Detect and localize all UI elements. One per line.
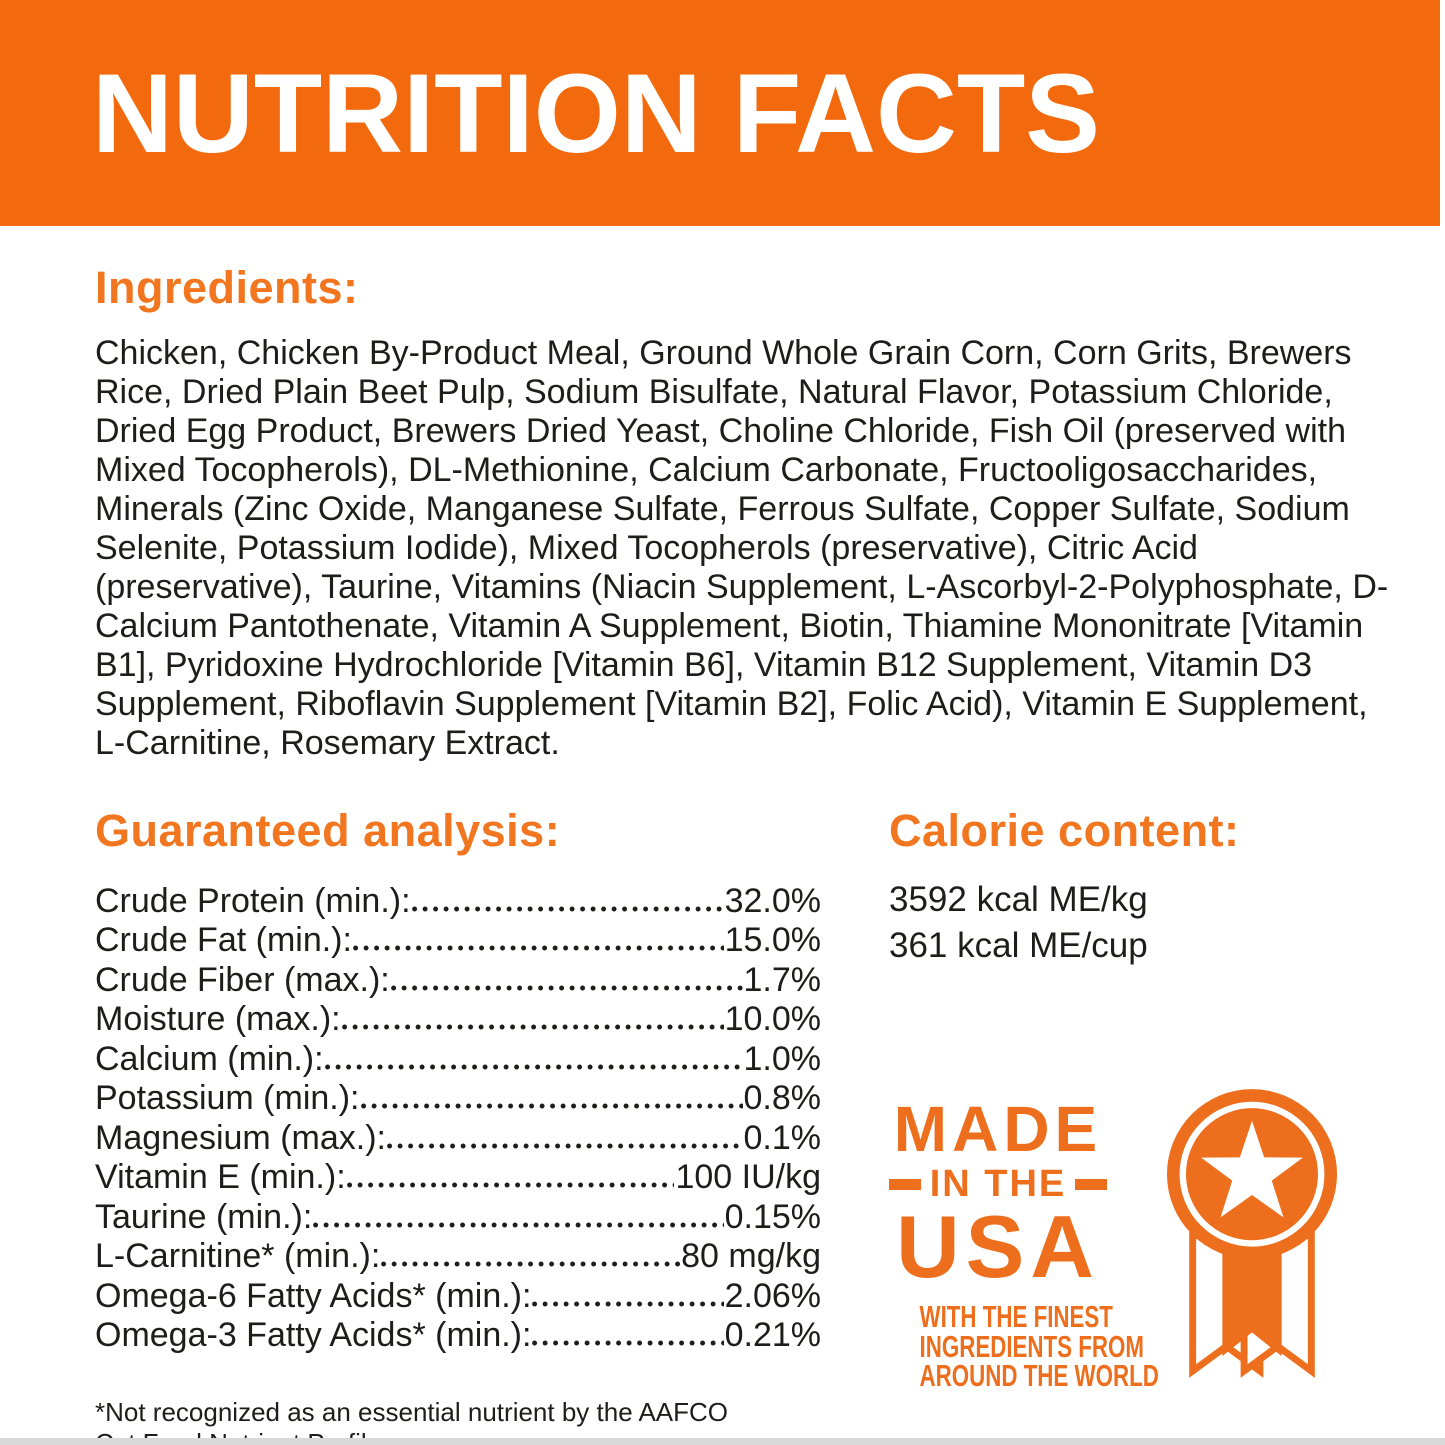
dot-leader <box>390 984 743 991</box>
nutrient-label: Taurine (min.): <box>95 1197 313 1236</box>
nutrient-label: Moisture (max.): <box>95 1000 341 1038</box>
dot-leader <box>386 1142 743 1149</box>
page-title: NUTRITION FACTS <box>92 50 1100 176</box>
dot-leader <box>360 1103 743 1109</box>
right-column: Calorie content: 3592 kcal ME/kg 361 kca… <box>889 805 1390 1445</box>
nutrient-value: 32.0% <box>724 881 821 920</box>
table-row: Calcium (min.): 1.0% <box>95 1039 821 1079</box>
nutrient-value: 1.0% <box>743 1039 822 1078</box>
award-ribbon-star-icon <box>1166 1089 1338 1378</box>
calorie-content-values: 3592 kcal ME/kg 361 kcal ME/cup <box>889 877 1390 969</box>
dot-leader <box>346 1182 675 1188</box>
table-row: Omega-6 Fatty Acids* (min.): 2.06% <box>95 1276 821 1316</box>
badge-tagline: WITH THE FINEST INGREDIENTS FROM AROUND … <box>889 1299 1159 1393</box>
table-row: Crude Fiber (max.): 1.7% <box>95 960 821 1000</box>
nutrient-label: Crude Fat (min.): <box>95 921 352 959</box>
calorie-value-line: 3592 kcal ME/kg <box>889 880 1148 919</box>
table-row: Crude Protein (min.): 32.0% <box>95 881 821 921</box>
label-content: Ingredients: Chicken, Chicken By-Product… <box>0 262 1445 1445</box>
guaranteed-analysis-table: Crude Protein (min.): 32.0% Crude Fat (m… <box>95 881 821 1355</box>
nutrient-label: Crude Fiber (max.): <box>95 960 390 999</box>
made-line: MADE <box>893 1093 1103 1165</box>
nutrient-value: 0.1% <box>743 1118 822 1157</box>
in-the-line: IN THE <box>889 1163 1107 1206</box>
made-in-usa-text: MADE IN THE USA WITH THE FINEST INGREDIE… <box>889 1093 1159 1393</box>
nutrient-value: 80 mg/kg <box>681 1237 821 1275</box>
nutrient-value: 10.0% <box>724 1000 821 1038</box>
dot-leader <box>532 1340 724 1346</box>
ingredients-heading: Ingredients: <box>95 262 359 313</box>
tagline-line: INGREDIENTS FROM <box>919 1328 1144 1364</box>
table-row: Vitamin E (min.): 100 IU/kg <box>95 1158 821 1198</box>
table-row: Taurine (min.): 0.15% <box>95 1197 821 1237</box>
ingredients-text: Chicken, Chicken By-Product Meal, Ground… <box>95 334 1389 762</box>
table-row: Potassium (min.): 0.8% <box>95 1079 821 1119</box>
dot-leader <box>352 945 724 951</box>
dot-leader <box>341 1024 724 1030</box>
calorie-content-heading: Calorie content: <box>889 805 1240 856</box>
nutrient-value: 0.15% <box>724 1197 821 1236</box>
dot-leader <box>313 1221 724 1228</box>
tagline-line: AROUND THE WORLD <box>919 1358 1159 1393</box>
nutrient-label: Omega-6 Fatty Acids* (min.): <box>95 1276 532 1315</box>
bottom-border-strip <box>0 1438 1445 1445</box>
nutrition-facts-banner: NUTRITION FACTS <box>0 0 1440 226</box>
nutrient-value: 100 IU/kg <box>675 1158 821 1196</box>
calorie-value-line: 361 kcal ME/cup <box>889 926 1148 965</box>
nutrient-value: 1.7% <box>743 960 822 999</box>
lower-columns: Guaranteed analysis: Crude Protein (min.… <box>95 805 1390 1445</box>
dot-leader <box>411 905 724 912</box>
dash-left <box>889 1179 921 1190</box>
nutrient-value: 2.06% <box>724 1276 821 1315</box>
nutrient-label: Omega-3 Fatty Acids* (min.): <box>95 1316 532 1354</box>
table-row: Moisture (max.): 10.0% <box>95 1000 821 1040</box>
dot-leader <box>381 1261 681 1267</box>
dash-right <box>1075 1179 1107 1190</box>
table-row: Omega-3 Fatty Acids* (min.): 0.21% <box>95 1316 821 1356</box>
guaranteed-analysis-heading: Guaranteed analysis: <box>95 805 561 856</box>
tagline-line: WITH THE FINEST <box>919 1299 1113 1334</box>
nutrient-value: 0.21% <box>724 1316 821 1354</box>
nutrient-label: Vitamin E (min.): <box>95 1158 346 1196</box>
table-row: Crude Fat (min.): 15.0% <box>95 921 821 961</box>
nutrient-label: Magnesium (max.): <box>95 1118 386 1157</box>
nutrient-value: 15.0% <box>724 921 821 959</box>
usa-line: USA <box>896 1197 1100 1296</box>
nutrient-label: Crude Protein (min.): <box>95 881 411 920</box>
dot-leader <box>532 1300 724 1307</box>
made-in-usa-badge: MADE IN THE USA WITH THE FINEST INGREDIE… <box>889 1089 1390 1393</box>
nutrient-value: 0.8% <box>743 1079 822 1117</box>
dot-leader <box>324 1063 743 1070</box>
guaranteed-analysis-section: Guaranteed analysis: Crude Protein (min.… <box>95 805 821 1445</box>
nutrient-label: L-Carnitine* (min.): <box>95 1237 381 1275</box>
nutrient-label: Calcium (min.): <box>95 1039 324 1078</box>
nutrient-label: Potassium (min.): <box>95 1079 360 1117</box>
table-row: L-Carnitine* (min.): 80 mg/kg <box>95 1237 821 1277</box>
in-the-label: IN THE <box>929 1163 1067 1205</box>
table-row: Magnesium (max.): 0.1% <box>95 1118 821 1158</box>
